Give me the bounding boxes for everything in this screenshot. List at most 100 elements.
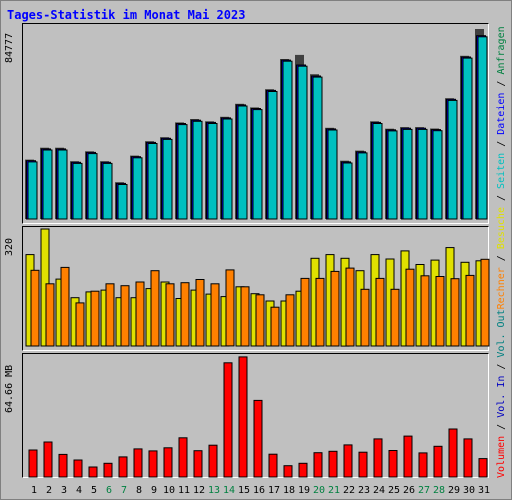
seiten-bar (372, 123, 383, 220)
x-tick-label: 21 (328, 485, 340, 496)
volumen-bar (238, 356, 248, 478)
volumen-bar (328, 450, 338, 478)
seiten-bar (162, 138, 173, 220)
seiten-bar (402, 128, 413, 220)
rechner-bar (225, 269, 235, 347)
rechner-bar (180, 282, 190, 347)
volumen-bar (28, 449, 38, 478)
seiten-bar (342, 162, 353, 220)
x-tick-label: 20 (313, 485, 325, 496)
x-tick-label: 11 (178, 485, 190, 496)
volumen-bar (253, 399, 263, 478)
seiten-bar (282, 60, 293, 220)
x-tick-label: 13 (208, 485, 220, 496)
x-tick-label: 29 (448, 485, 460, 496)
legend-rechner: Rechner (496, 267, 507, 310)
volumen-bar (118, 456, 128, 478)
x-tick-label: 24 (373, 485, 385, 496)
seiten-bar (417, 128, 428, 220)
rechner-bar (120, 285, 130, 347)
legend-besuche: Besuche (496, 207, 507, 250)
seiten-bar (147, 143, 158, 220)
rechner-bar (45, 283, 55, 347)
x-tick-label: 28 (433, 485, 445, 496)
rechner-bar (375, 277, 385, 347)
seiten-bar (177, 124, 188, 220)
seiten-bar (237, 105, 248, 220)
rechner-bar (405, 268, 415, 347)
seiten-bar (192, 120, 203, 220)
seiten-bar (102, 162, 113, 220)
volumen-bar (373, 438, 383, 478)
chart-title: Tages-Statistik im Monat Mai 2023 (7, 8, 246, 22)
seiten-bar (432, 130, 443, 220)
volumen-bar (208, 444, 218, 478)
volumen-bar (133, 448, 143, 478)
seiten-bar (72, 162, 83, 220)
volumen-bar (103, 462, 113, 478)
x-tick-label: 14 (223, 485, 235, 496)
rechner-bar (90, 290, 100, 347)
x-tick-label: 9 (151, 485, 157, 496)
volumen-bar (358, 451, 368, 478)
seiten-bar (42, 149, 53, 220)
volumen-bar (403, 435, 413, 478)
legend-vol-out: Vol. Out (496, 309, 507, 358)
seiten-bar (297, 65, 308, 220)
legend-separator: / (496, 134, 507, 153)
volumen-bar (148, 450, 158, 478)
rechner-bar (150, 270, 160, 347)
seiten-bar (87, 153, 98, 220)
volumen-bar (418, 452, 428, 478)
seiten-bar (117, 184, 128, 220)
legend-anfragen: Anfragen (496, 26, 507, 75)
seiten-bar (357, 152, 368, 220)
seiten-bar (387, 130, 398, 220)
volumen-bar (73, 459, 83, 478)
x-tick-label: 3 (61, 485, 67, 496)
x-tick-label: 25 (388, 485, 400, 496)
rechner-bar (450, 278, 460, 347)
rechner-bar (165, 283, 175, 347)
legend-seiten: Seiten (496, 152, 507, 189)
volumen-bar (43, 441, 53, 478)
rechner-bar (30, 269, 40, 347)
rechner-bar (330, 270, 340, 347)
seiten-bar (327, 129, 338, 220)
x-tick-label: 23 (358, 485, 370, 496)
volumen-bar (223, 362, 233, 478)
legend-volumen: Volumen (496, 435, 507, 478)
seiten-bar (462, 57, 473, 220)
x-tick-label: 15 (238, 485, 250, 496)
x-tick-label: 30 (463, 485, 475, 496)
x-tick-label: 18 (283, 485, 295, 496)
volumen-bar (283, 465, 293, 478)
seiten-bar (252, 109, 263, 220)
rechner-bar (315, 277, 325, 347)
x-tick-label: 2 (46, 485, 52, 496)
rechner-bar (60, 266, 70, 347)
rechner-bar (390, 288, 400, 347)
volumen-bar (433, 445, 443, 478)
rechner-bar (420, 275, 430, 347)
rechner-bar (480, 258, 490, 347)
seiten-bar (312, 76, 323, 220)
legend-vol-in: Vol. In (496, 375, 507, 418)
x-tick-label: 26 (403, 485, 415, 496)
rechner-bar (360, 288, 370, 347)
x-tick-label: 8 (136, 485, 142, 496)
volumen-bar (163, 447, 173, 478)
seiten-bar (207, 123, 218, 220)
x-tick-label: 27 (418, 485, 430, 496)
seiten-bar (447, 99, 458, 220)
legend-separator: / (496, 74, 507, 93)
legend-separator: / (496, 357, 507, 376)
legend-dateien: Dateien (496, 92, 507, 135)
x-tick-label: 12 (193, 485, 205, 496)
legend-separator: / (496, 188, 507, 208)
x-tick-label: 19 (298, 485, 310, 496)
x-tick-label: 6 (106, 485, 112, 496)
volumen-bar (463, 438, 473, 478)
